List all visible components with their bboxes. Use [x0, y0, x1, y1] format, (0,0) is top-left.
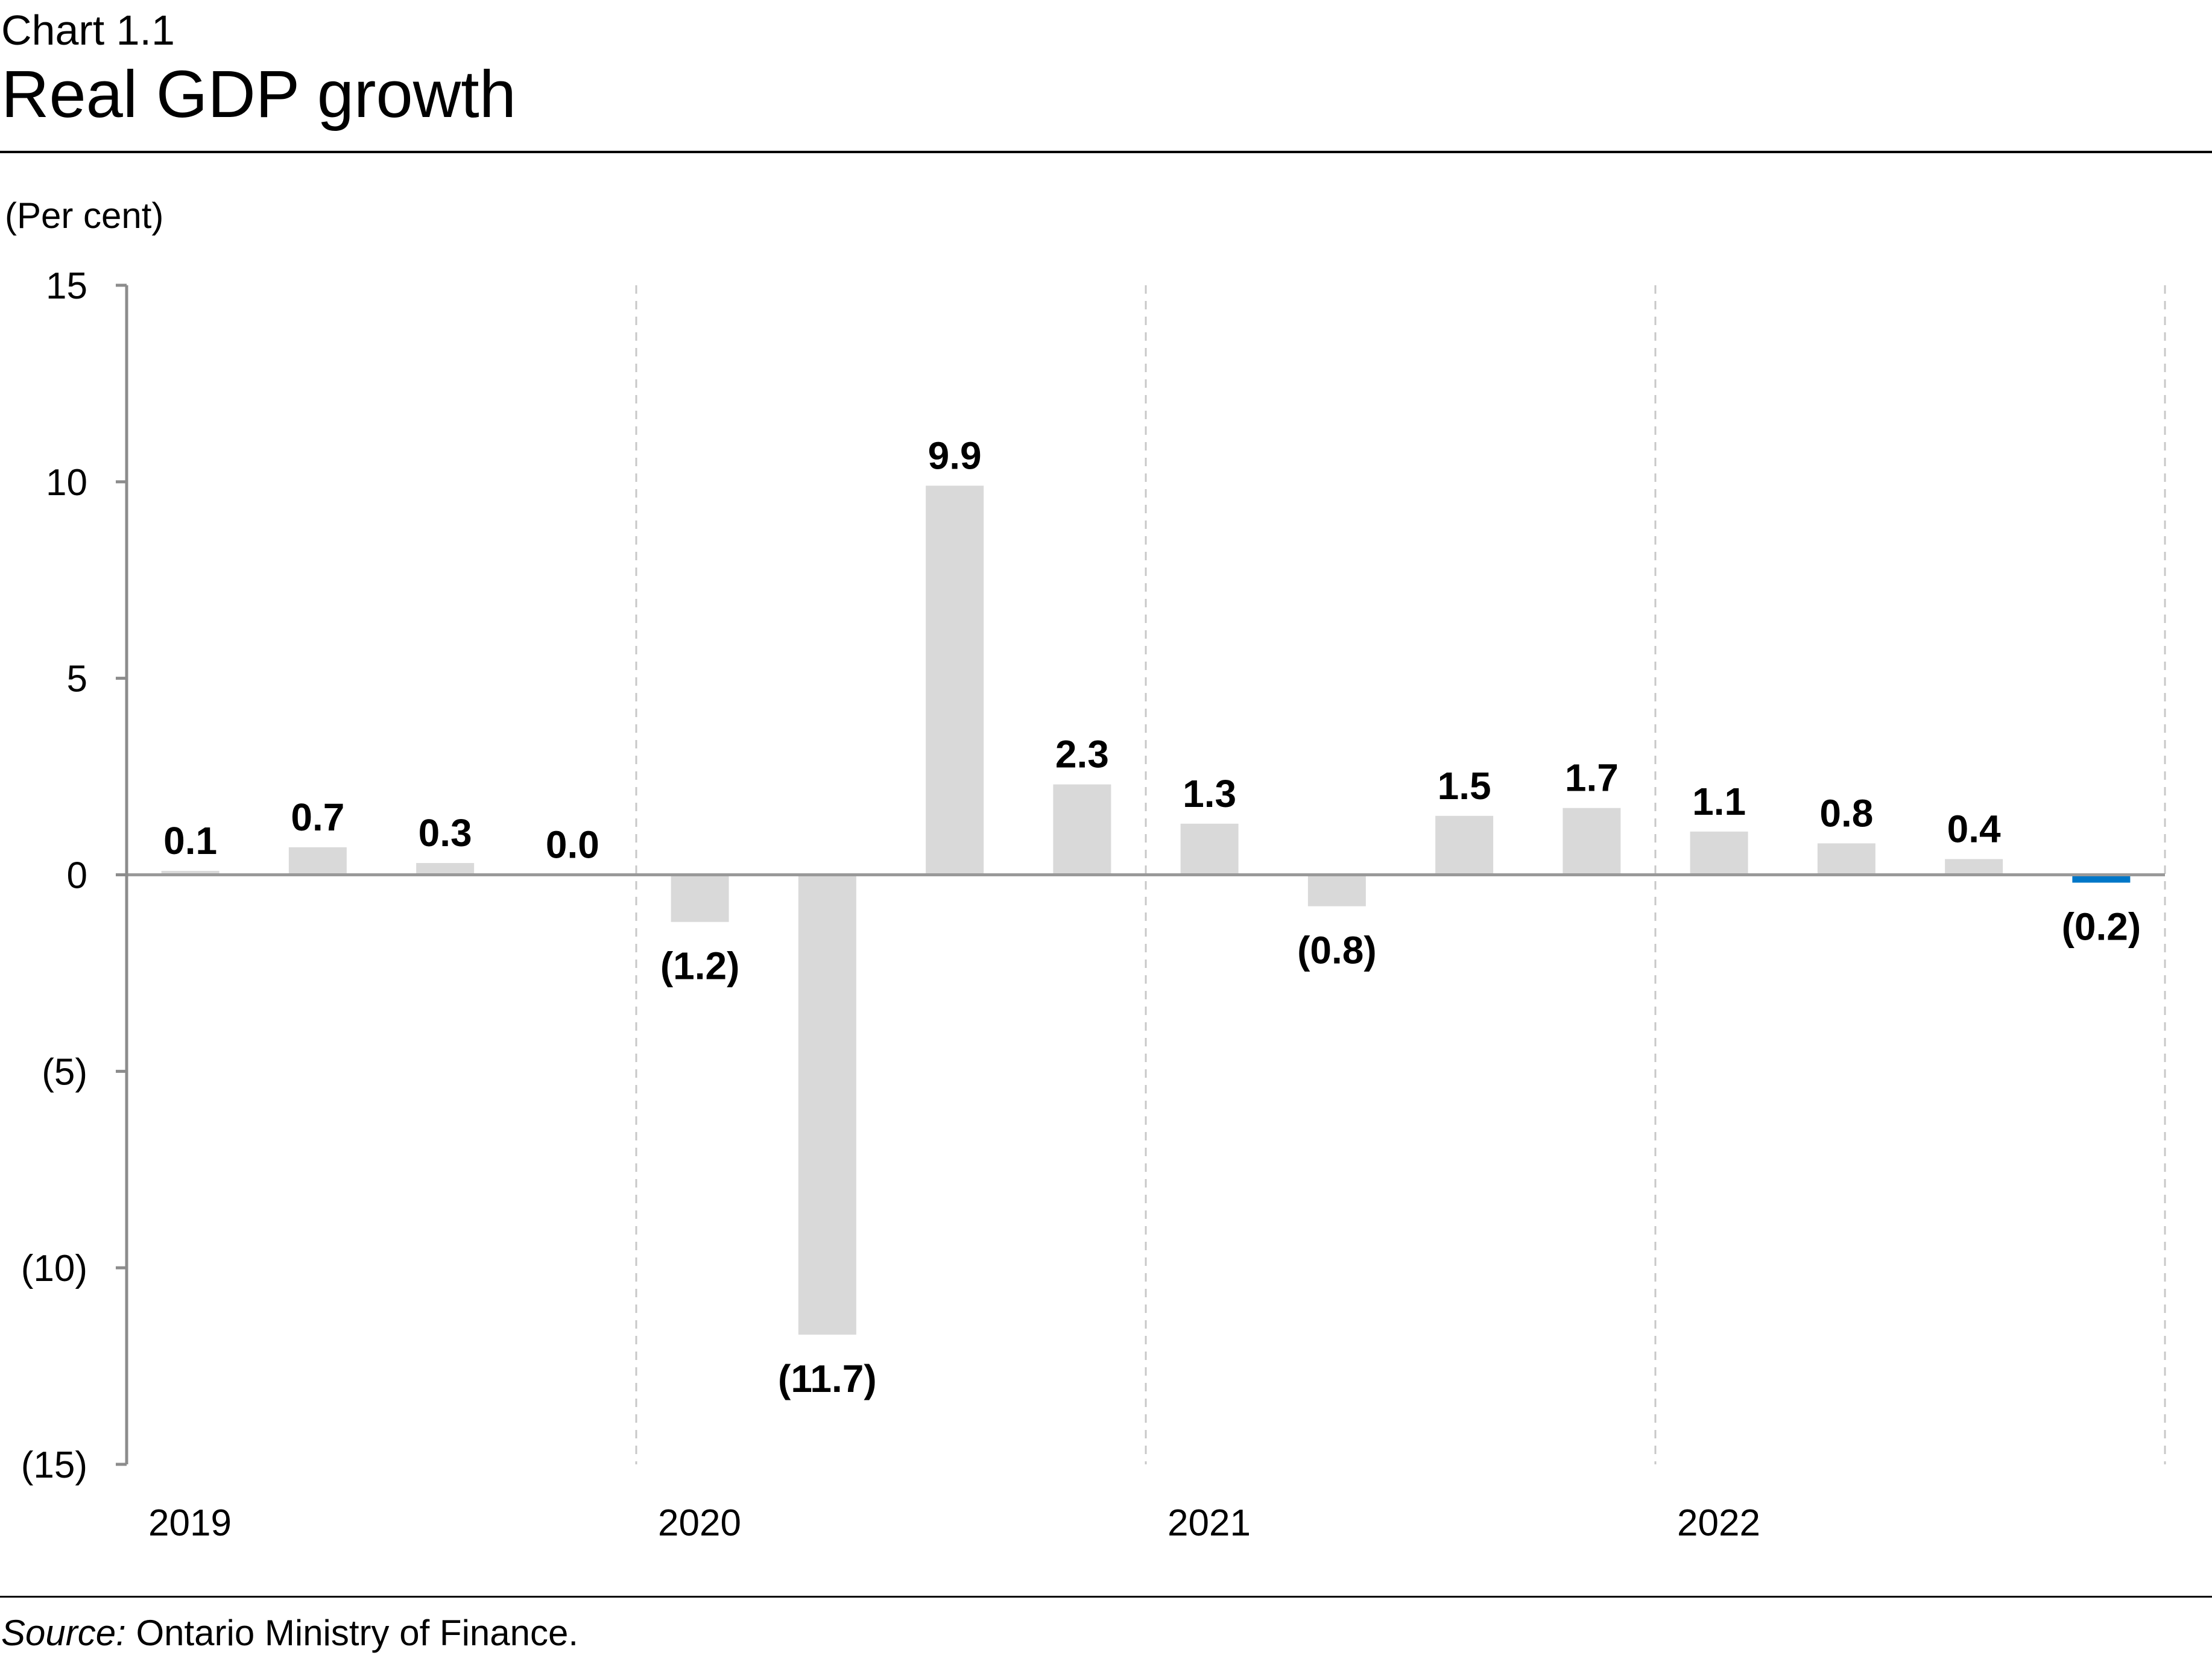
y-tick-label: 10 [46, 462, 87, 504]
data-label: 0.1 [163, 819, 217, 862]
bar-chart: (Per cent) 0.1 0.7 0.3 0.0 (1.2) (11.7) 9.9 2.3… [5, 195, 2166, 1544]
bar [926, 485, 984, 875]
chart-title: Real GDP growth [1, 57, 516, 131]
data-label: 0.8 [1819, 791, 1873, 835]
data-label: 1.1 [1692, 780, 1746, 823]
data-label: 0.0 [546, 823, 599, 867]
data-label: 0.3 [419, 811, 472, 855]
bar [798, 874, 856, 1335]
source-text: Ontario Ministry of Finance. [136, 1613, 579, 1653]
data-label: (0.8) [1297, 929, 1377, 972]
y-tick-label: (5) [42, 1051, 87, 1093]
y-tick-label: 15 [46, 265, 87, 307]
bar [671, 874, 729, 922]
bar [1053, 784, 1111, 875]
bar [1690, 831, 1748, 875]
data-label: 2.3 [1055, 733, 1109, 776]
bar [1180, 823, 1239, 875]
data-label: (1.2) [660, 944, 740, 988]
chart-number: Chart 1.1 [1, 7, 175, 54]
data-label: 1.7 [1565, 756, 1619, 800]
y-tick-label: 0 [67, 855, 87, 897]
source-note: Source: Ontario Ministry of Finance. [1, 1610, 578, 1656]
source-label: Source: [1, 1613, 126, 1653]
data-label: 0.7 [291, 795, 344, 839]
x-year-label: 2022 [1677, 1502, 1760, 1544]
bar [1307, 874, 1366, 906]
bar [1563, 808, 1621, 875]
data-label: (0.2) [2062, 905, 2141, 949]
bar [1945, 859, 2003, 875]
y-tick-label: 5 [67, 659, 87, 700]
data-label: 1.5 [1438, 764, 1491, 808]
data-label: 9.9 [928, 434, 982, 477]
x-year-label: 2021 [1168, 1502, 1251, 1544]
bar [1817, 843, 1875, 875]
data-label: 0.4 [1947, 807, 2001, 850]
y-axis-label: (Per cent) [5, 195, 163, 236]
bar [416, 862, 475, 875]
y-tick-label: (15) [21, 1444, 87, 1486]
bar [288, 847, 347, 875]
data-label: 1.3 [1183, 772, 1236, 815]
bar [161, 870, 220, 875]
bar [1435, 815, 1494, 875]
x-year-label: 2020 [658, 1502, 741, 1544]
bar [2072, 874, 2131, 883]
y-tick-label: (10) [21, 1248, 87, 1289]
data-label: (11.7) [778, 1357, 877, 1400]
title-divider [0, 151, 2212, 153]
footer-divider [0, 1596, 2212, 1598]
x-year-label: 2019 [148, 1502, 232, 1544]
